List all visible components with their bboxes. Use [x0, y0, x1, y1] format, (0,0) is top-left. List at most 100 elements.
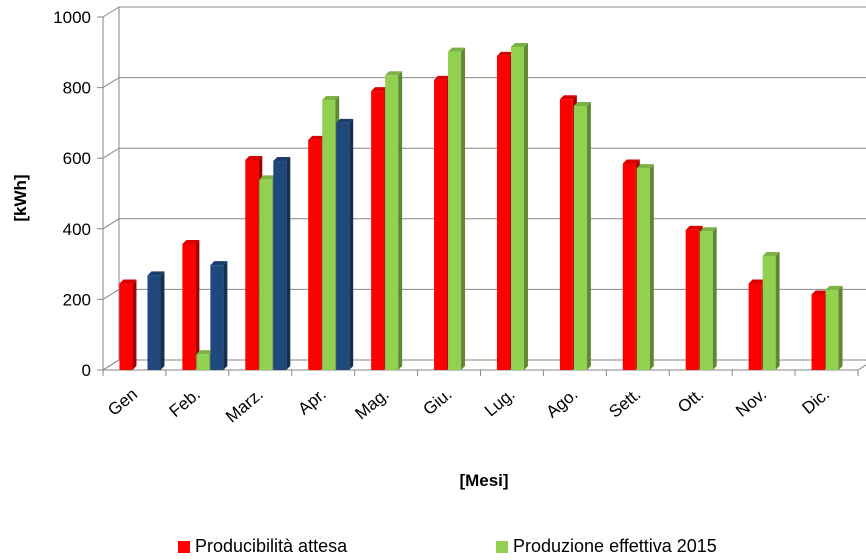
bar-front: [685, 229, 699, 370]
bar-side: [838, 285, 843, 370]
bar-top: [434, 75, 452, 80]
bar: [510, 43, 528, 370]
x-tick-label: Dic.: [798, 385, 833, 418]
bar-top: [622, 159, 640, 164]
bar-front: [762, 255, 776, 370]
legend-label-produzione-2015: Produzione effettiva 2015: [513, 536, 717, 556]
x-axis-title: [Mesi]: [459, 471, 508, 490]
y-tick-label: 800: [63, 79, 91, 98]
x-tick-label: Gen: [104, 385, 141, 420]
bar: [147, 271, 165, 370]
bar-top: [748, 279, 766, 284]
bar-side: [160, 271, 165, 370]
bar-side: [349, 118, 354, 371]
bar-side: [195, 239, 200, 370]
bar-front: [811, 294, 825, 370]
bar-front: [622, 163, 636, 370]
bar-side: [586, 101, 591, 371]
bar-side: [649, 164, 654, 370]
bar-side: [132, 279, 137, 370]
bar: [636, 164, 654, 370]
bar-top: [371, 87, 389, 92]
bar-front: [322, 99, 336, 370]
gridline: [102, 77, 866, 89]
x-tick-label: Feb.: [166, 385, 204, 421]
bar-side: [461, 47, 466, 371]
bar-front: [273, 161, 287, 370]
bar: [825, 285, 843, 370]
bar-top: [762, 251, 780, 256]
bar-top: [385, 71, 403, 76]
bars: [119, 43, 843, 371]
bar-top: [559, 95, 577, 100]
bar-side: [523, 43, 528, 370]
bar: [448, 47, 466, 371]
bar-top: [245, 155, 263, 160]
bar-front: [210, 265, 224, 370]
bar-front: [385, 75, 399, 371]
bar: [182, 239, 200, 370]
x-tick-label: Ago.: [542, 385, 581, 422]
x-tick-label: Sett.: [605, 385, 644, 422]
bar-front: [559, 99, 573, 371]
bar-front: [119, 283, 133, 370]
bar-front: [259, 179, 273, 370]
bar: [119, 279, 137, 370]
y-tick-label: 600: [63, 149, 91, 168]
bar: [699, 227, 717, 370]
bar-front: [510, 47, 524, 370]
bar-front: [182, 243, 196, 370]
legend-label-producibilita: Producibilità attesa: [195, 536, 348, 556]
bar-top: [496, 51, 514, 56]
x-tick-label: Ott.: [674, 385, 707, 417]
bar-front: [245, 159, 259, 370]
bar-top: [308, 135, 326, 140]
bar: [336, 118, 354, 371]
legend-item-producibilita: Producibilità attesa: [178, 536, 347, 557]
bar-top: [636, 164, 654, 169]
x-tick-label: Mag.: [352, 385, 393, 424]
bar-front: [825, 289, 839, 370]
bar-top: [322, 95, 340, 100]
legend: Producibilità attesa Produzione effettiv…: [0, 536, 866, 560]
x-tick-labels: Gen Feb. Marz. Apr. Mag. Giu. Lug. Ago. Sett. Ott…: [104, 385, 833, 427]
bar-top: [685, 225, 703, 230]
y-axis-title: [kWh]: [11, 174, 30, 221]
bar-front: [573, 105, 587, 371]
bar-side: [286, 157, 291, 370]
bar-top: [196, 350, 214, 355]
bar-side: [775, 251, 780, 370]
bar-front: [496, 55, 510, 371]
bar-top: [182, 239, 200, 244]
bar: [573, 101, 591, 371]
bar-side: [398, 71, 403, 371]
bar-front: [448, 51, 462, 371]
bar-top: [811, 290, 829, 295]
y-tick-label: 0: [82, 361, 91, 380]
gridline: [102, 6, 866, 18]
bar-front: [748, 283, 762, 370]
y-tick-label: 1000: [53, 8, 91, 27]
gridline: [102, 218, 866, 230]
bar-top: [448, 47, 466, 52]
x-tick-label: Apr.: [294, 385, 329, 419]
bar-top: [573, 101, 591, 106]
gridline: [102, 147, 866, 159]
bar-top: [259, 175, 277, 180]
y-tick-labels: 0 200 400 600 800 1000: [53, 8, 91, 380]
bar-front: [434, 79, 448, 371]
bar-top: [273, 157, 291, 162]
bar: [762, 251, 780, 370]
bar-top: [699, 227, 717, 232]
bar-front: [196, 354, 210, 370]
bar: [385, 71, 403, 371]
legend-swatch-green: [496, 540, 508, 553]
axes: [97, 7, 866, 376]
bar-front: [336, 122, 350, 371]
legend-item-produzione-2015: Produzione effettiva 2015: [496, 536, 717, 557]
bar-top: [147, 271, 165, 276]
x-tick-label: Marz.: [222, 385, 267, 427]
bar-front: [308, 139, 322, 370]
bar: [210, 261, 228, 370]
